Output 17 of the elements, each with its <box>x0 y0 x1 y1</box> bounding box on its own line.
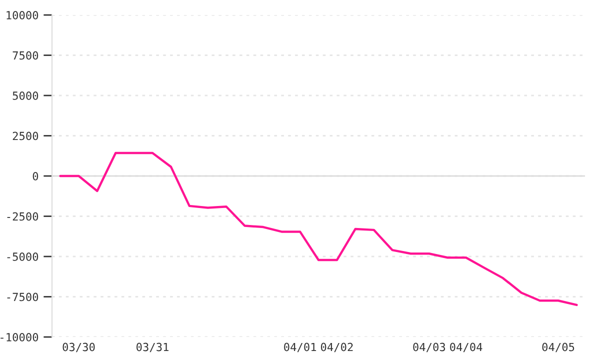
x-tick-label: 03/31 <box>136 342 168 352</box>
x-tick-label: 04/03 <box>413 342 446 352</box>
y-tick-label: 0 <box>32 172 38 180</box>
x-tick-label: 04/02 <box>320 342 353 352</box>
x-tick-label: 04/04 <box>450 342 482 352</box>
x-tick-label: 04/01 <box>284 342 316 352</box>
y-tick-label: 10000 <box>6 11 38 20</box>
y-tick-label: 2500 <box>12 132 38 140</box>
y-tick-label: 7500 <box>12 51 38 60</box>
y-tick-label: 5000 <box>12 92 38 100</box>
line-series <box>59 152 578 306</box>
y-tick-label: -2500 <box>7 212 38 221</box>
x-tick-label: 03/30 <box>62 342 95 352</box>
y-tick-label: -7500 <box>7 292 38 302</box>
y-tick-label: -10000 <box>0 333 38 342</box>
y-tick-label: -5000 <box>7 252 38 261</box>
x-tick-label: 04/05 <box>542 342 574 352</box>
